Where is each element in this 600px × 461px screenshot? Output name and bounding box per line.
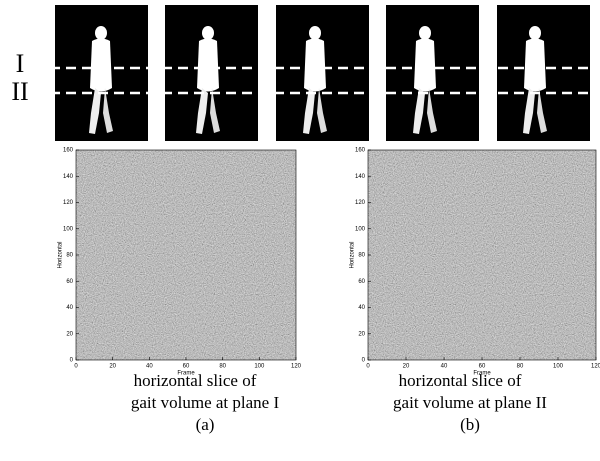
slice-image [368,150,596,360]
frames: I II [11,5,596,141]
y-tick-label: 120 [355,200,366,206]
y-tick-label: 0 [362,358,366,364]
caption-line: gait volume at plane I [131,393,280,412]
y-tick-label: 20 [358,331,365,337]
y-tick-label: 40 [358,305,365,311]
x-tick-label: 80 [219,364,226,370]
x-tick-label: 120 [291,364,302,370]
y-tick-label: 160 [355,148,366,154]
plane-label: I [16,49,25,78]
y-tick-label: 0 [70,358,74,364]
y-tick-label: 100 [63,226,74,232]
y-tick-label: 40 [66,305,73,311]
caption-line: horizontal slice of [134,371,257,390]
caption-line: gait volume at plane II [393,393,547,412]
y-axis-label: Horizontal [58,241,64,268]
figure: I II 0 20 40 60 80 100 120 140 160 0 20 40 60 80 100 12… [0,0,600,461]
plane-label: II [11,77,28,106]
y-tick-label: 100 [355,226,366,232]
slice-image [76,150,296,360]
y-tick-label: 60 [66,279,73,285]
y-axis-label: Horizontal [350,241,356,268]
y-tick-label: 140 [355,174,366,180]
panel-tag: (b) [460,415,480,434]
y-tick-label: 60 [358,279,365,285]
x-tick-label: 60 [479,364,486,370]
panel-tag: (a) [196,415,215,434]
x-tick-label: 20 [403,364,410,370]
x-tick-label: 0 [74,364,78,370]
caption-line: horizontal slice of [399,371,522,390]
x-tick-label: 100 [254,364,265,370]
y-tick-label: 120 [63,200,74,206]
y-tick-label: 80 [358,253,365,259]
x-tick-label: 120 [591,364,600,370]
x-tick-label: 20 [109,364,116,370]
y-tick-label: 140 [63,174,74,180]
y-tick-label: 20 [66,331,73,337]
x-tick-label: 0 [366,364,370,370]
y-tick-label: 80 [66,253,73,259]
x-tick-label: 40 [441,364,448,370]
x-tick-label: 60 [183,364,190,370]
x-tick-label: 100 [553,364,564,370]
page: I II 0 20 40 60 80 100 120 140 160 0 20 40 60 80 100 12… [0,0,600,461]
x-tick-label: 80 [517,364,524,370]
x-tick-label: 40 [146,364,153,370]
y-tick-label: 160 [63,148,74,154]
